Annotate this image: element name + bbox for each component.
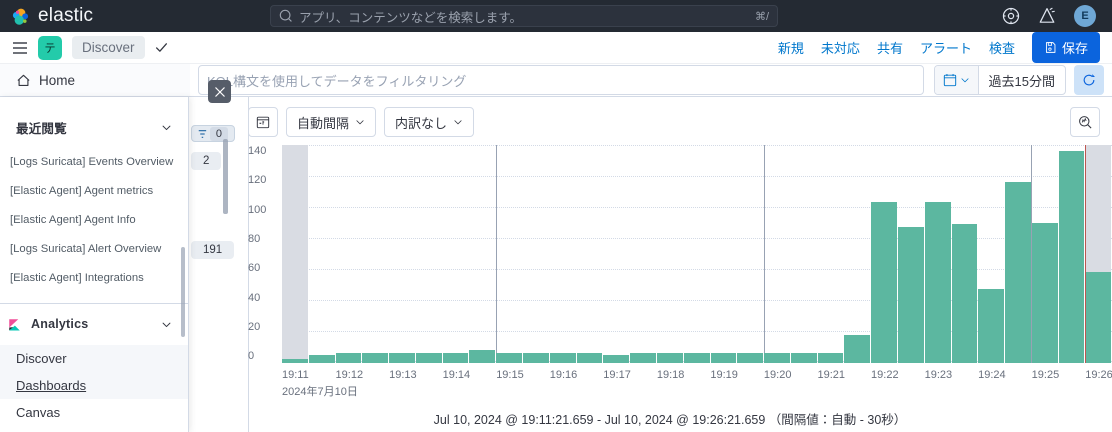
svg-text:テ: テ: [44, 42, 55, 54]
